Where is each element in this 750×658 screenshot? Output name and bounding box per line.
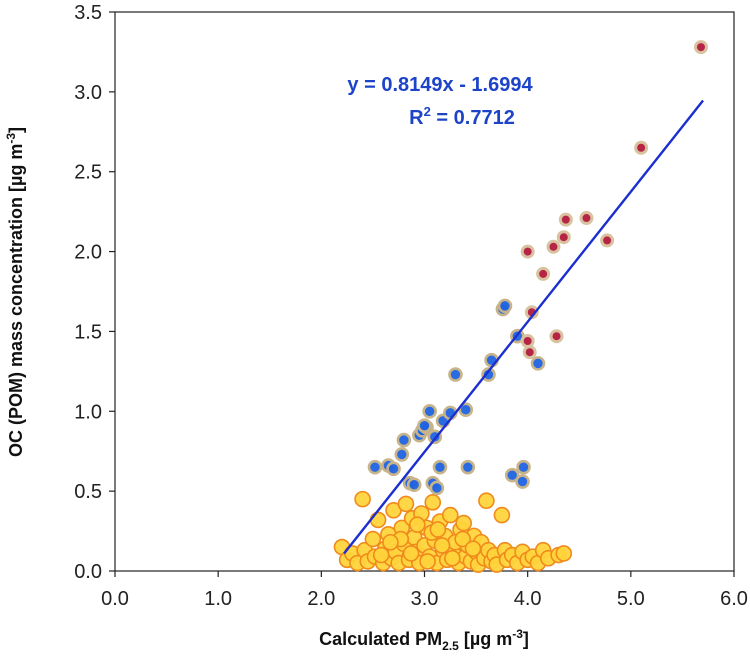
x-axis-title: Calculated PM2.5 [µg m-3]: [319, 627, 529, 653]
red-data-point: [546, 239, 561, 254]
yellow-data-point: [441, 506, 459, 524]
yellow-data-point: [397, 495, 415, 513]
yellow-data-point: [369, 511, 387, 529]
red-data-point: [556, 230, 571, 245]
blue-data-point: [422, 403, 437, 419]
yellow-data-point: [364, 530, 382, 548]
x-tick-label: 1.0: [204, 588, 232, 610]
yellow-data-point: [419, 553, 436, 570]
yellow-data-point: [478, 492, 495, 510]
y-tick-label: 3.0: [74, 82, 102, 104]
blue-data-point: [458, 402, 474, 417]
yellow-data-point: [429, 521, 447, 538]
blue-data-point: [367, 459, 383, 475]
red-data-point: [549, 329, 564, 344]
blue-data-point: [429, 480, 445, 496]
blue-data-point: [497, 298, 513, 314]
y-tick-label: 0.5: [74, 481, 102, 503]
blue-data-point: [386, 461, 401, 477]
trendline: [343, 99, 704, 555]
y-tick-label: 1.5: [74, 321, 102, 343]
blue-data-point: [515, 474, 530, 489]
x-axis: 0.0 1.0 2.0 3.0 4.0 5.0 6.0: [101, 571, 748, 610]
yellow-data-point: [464, 540, 482, 557]
red-data-point: [634, 140, 649, 155]
x-tick-label: 2.0: [307, 588, 335, 610]
blue-data-point: [394, 447, 410, 462]
blue-data-point: [460, 459, 476, 475]
yellow-data-point: [402, 545, 420, 562]
x-tick-label: 0.0: [101, 588, 129, 610]
y-tick-label: 2.5: [74, 162, 102, 184]
x-tick-label: 3.0: [411, 588, 439, 610]
red-data-point: [600, 233, 615, 248]
yellow-data-point: [555, 545, 573, 562]
blue-data-point: [417, 418, 432, 433]
blue-data-point: [448, 367, 463, 382]
yellow-data-point: [493, 506, 511, 524]
blue-data-point: [516, 459, 531, 475]
red-data-point: [558, 212, 573, 227]
equation-label: y = 0.8149x - 1.6994: [347, 74, 533, 96]
blue-data-point: [396, 432, 412, 448]
red-data-point: [520, 244, 535, 259]
red-data-point: [522, 345, 537, 360]
blue-data-point: [406, 477, 422, 493]
data-points: [333, 40, 708, 573]
yellow-data-point: [444, 549, 461, 567]
blue-data-point: [432, 459, 448, 475]
y-tick-label: 0.0: [74, 561, 102, 583]
y-tick-label: 2.0: [74, 242, 102, 264]
red-data-point: [693, 40, 708, 55]
yellow-data-point: [455, 514, 473, 532]
yellow-data-point: [372, 546, 390, 564]
x-tick-label: 4.0: [514, 588, 542, 610]
blue-data-point: [530, 356, 546, 371]
red-data-point: [520, 334, 535, 349]
yellow-data-point: [408, 516, 426, 533]
x-tick-label: 6.0: [720, 588, 748, 610]
yellow-data-point: [382, 533, 399, 551]
y-tick-label: 1.0: [74, 401, 102, 423]
y-axis-title: OC (POM) mass concentration [µg m-3]: [4, 127, 26, 457]
yellow-data-point: [424, 494, 442, 511]
blue-data-point: [504, 467, 520, 483]
red-data-point: [579, 211, 594, 226]
yellow-data-point: [433, 537, 451, 554]
r-squared-label: R2 = 0.7712: [409, 104, 515, 129]
yellow-data-point: [454, 530, 471, 548]
y-tick-label: 3.5: [74, 2, 102, 24]
plot-area-frame: [114, 11, 735, 572]
blue-data-point: [481, 367, 496, 382]
red-data-point: [536, 266, 551, 281]
y-axis: 0.0 0.5 1.0 1.5 2.0 2.5 3.0 3.5: [74, 2, 115, 583]
yellow-data-point: [354, 490, 371, 508]
x-tick-label: 5.0: [617, 588, 645, 610]
